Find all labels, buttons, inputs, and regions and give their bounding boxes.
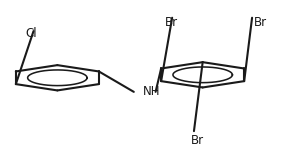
Text: Cl: Cl xyxy=(25,27,37,40)
Text: Br: Br xyxy=(165,16,178,29)
Text: Br: Br xyxy=(253,16,267,29)
Text: NH: NH xyxy=(142,85,160,98)
Text: Br: Br xyxy=(191,134,204,147)
